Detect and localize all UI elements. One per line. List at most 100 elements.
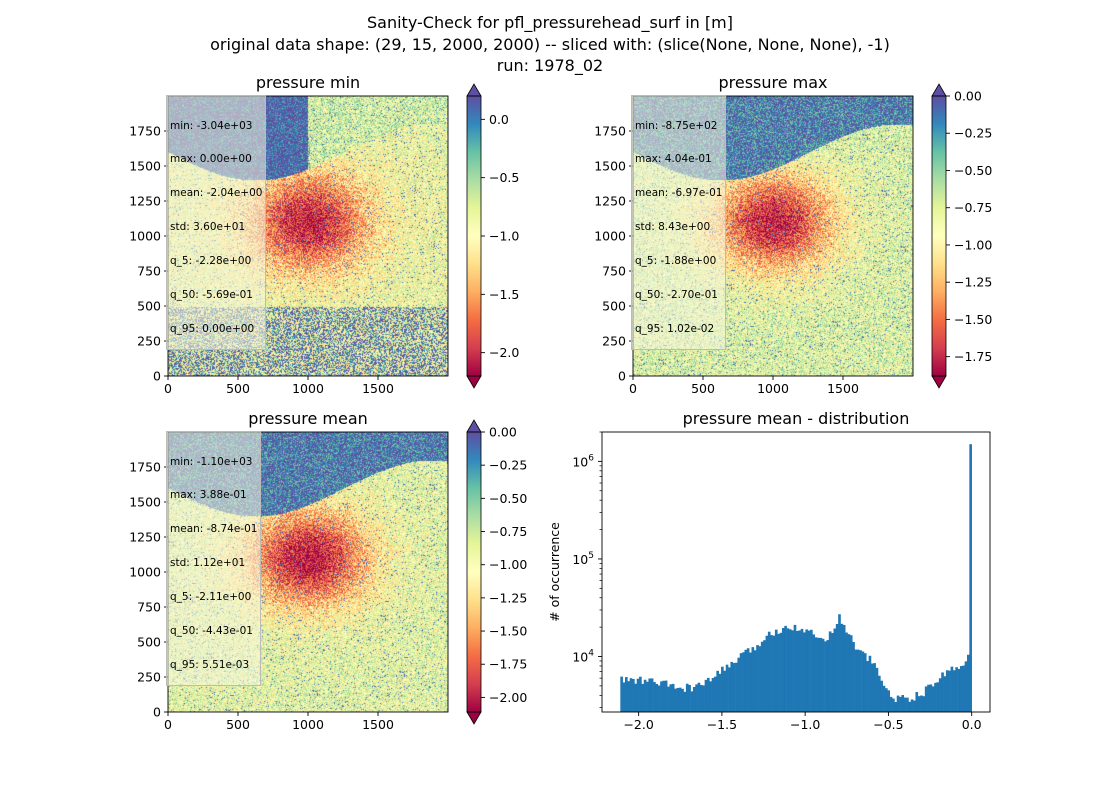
histogram-bar	[646, 681, 649, 712]
colorbar-tick-label: −0.50	[489, 491, 527, 506]
y-tick-label: 1500	[129, 159, 161, 174]
x-tick-label: 1000	[292, 717, 324, 732]
histogram-bar	[751, 647, 755, 712]
stats-line: mean: -2.04e+00	[170, 187, 263, 200]
histogram-bar	[903, 697, 907, 712]
y-tick-label: 500	[137, 635, 161, 650]
histogram-bar	[957, 668, 961, 712]
colorbar-extend-top	[466, 83, 482, 97]
histogram-bar	[692, 687, 696, 712]
histogram-bar	[674, 688, 677, 712]
histogram-bar	[796, 630, 799, 712]
histogram-bar	[681, 688, 684, 712]
histogram-bar	[847, 634, 851, 712]
histogram-bar	[721, 666, 724, 712]
x-tick-label: 0	[164, 717, 172, 732]
y-tick-label: 0	[153, 369, 161, 384]
histogram-bar	[842, 624, 846, 712]
histogram-bar	[669, 684, 673, 712]
histogram-bar	[938, 678, 942, 712]
histogram-bar	[950, 666, 954, 712]
histogram-bar	[945, 670, 949, 712]
y-tick-label: 1000	[129, 565, 161, 580]
histogram-bar	[746, 648, 750, 712]
heatmap-title: pressure min	[256, 73, 360, 92]
stats-line: q_50: -4.43e-01	[170, 625, 253, 638]
histogram-bar	[812, 634, 816, 712]
histogram-bar	[620, 676, 623, 712]
histogram-bar	[920, 695, 923, 712]
histogram-bar	[716, 670, 719, 712]
x-tick-label: −1.0	[790, 717, 820, 732]
histogram-bar	[964, 661, 968, 712]
colorbar-tick-label: 0.0	[489, 112, 509, 127]
histogram-bar	[906, 697, 909, 712]
histogram-bar	[899, 696, 902, 712]
histogram-bar	[622, 682, 626, 712]
colorbar-tick-label: −0.25	[489, 458, 527, 473]
histogram-bar	[849, 635, 853, 712]
histogram-bar	[877, 675, 881, 712]
histogram-bar	[744, 649, 748, 712]
pressure-max-stats-box: min: -8.75e+02 max: 4.04e-01 mean: -6.97…	[631, 95, 727, 350]
histogram-bar	[660, 681, 663, 712]
histogram-bar	[737, 657, 741, 712]
colorbar-tick-label: −1.25	[954, 275, 992, 290]
histogram-bar	[917, 696, 921, 712]
stats-line: q_50: -2.70e-01	[635, 289, 718, 302]
histogram-bar	[866, 661, 869, 712]
histogram-bar	[643, 679, 647, 712]
histogram-bar	[959, 666, 963, 712]
histogram-bar	[667, 686, 670, 712]
x-tick-label: 500	[226, 717, 250, 732]
histogram-bar	[929, 684, 933, 712]
colorbar-body	[932, 96, 946, 376]
colorbar-tick-label: −1.75	[489, 657, 527, 672]
histogram-bar	[810, 629, 813, 712]
histogram-bar	[657, 685, 661, 712]
histogram-bar	[728, 667, 731, 712]
colorbar-tick-label: −0.25	[954, 126, 992, 141]
x-tick-label: −1.5	[707, 717, 737, 732]
stats-line: q_95: 0.00e+00	[170, 322, 255, 335]
histogram-bar	[814, 637, 818, 712]
y-tick-label: 750	[137, 600, 161, 615]
histogram-bar	[941, 672, 944, 712]
colorbar-tick-label: −1.50	[489, 624, 527, 639]
histogram-bar	[793, 624, 797, 712]
histogram-bar	[685, 683, 689, 712]
histogram-bar	[653, 682, 656, 712]
y-tick-label: 1750	[594, 124, 626, 139]
histogram-bar	[664, 680, 668, 712]
histogram-bar	[885, 688, 888, 712]
pressure-mean-stats-box: min: -1.10e+03 max: 3.88e-01 mean: -8.74…	[166, 431, 262, 686]
histogram-bar	[627, 681, 630, 712]
histogram-bar	[774, 629, 778, 712]
histogram-bar	[894, 702, 898, 712]
histogram-bar	[807, 630, 811, 712]
y-tick-label: 106	[572, 453, 594, 469]
histogram-bar	[821, 638, 825, 712]
histogram-bar	[725, 664, 729, 712]
histogram-bar	[962, 665, 965, 712]
stats-line: q_5: -2.28e+00	[170, 255, 252, 268]
histogram-bar	[634, 683, 638, 712]
y-tick-label: 1000	[594, 229, 626, 244]
histogram-bar	[791, 630, 794, 712]
histogram-bar	[943, 676, 947, 712]
x-tick-label: 1500	[362, 381, 394, 396]
histogram-bar	[856, 649, 860, 712]
histogram-bar	[936, 682, 940, 712]
histogram-bar	[742, 652, 745, 712]
histogram-bar	[706, 677, 710, 712]
histogram-bar	[831, 633, 834, 712]
colorbar-extend-top	[466, 419, 482, 433]
y-tick-label: 1500	[129, 495, 161, 510]
histogram-bar	[779, 632, 783, 712]
histogram-axes-frame	[601, 431, 991, 713]
x-tick-label: 1500	[827, 381, 859, 396]
histogram-bar	[655, 683, 659, 712]
y-tick-label: 750	[137, 264, 161, 279]
histogram-bar	[861, 651, 865, 712]
x-tick-label: 1000	[757, 381, 789, 396]
